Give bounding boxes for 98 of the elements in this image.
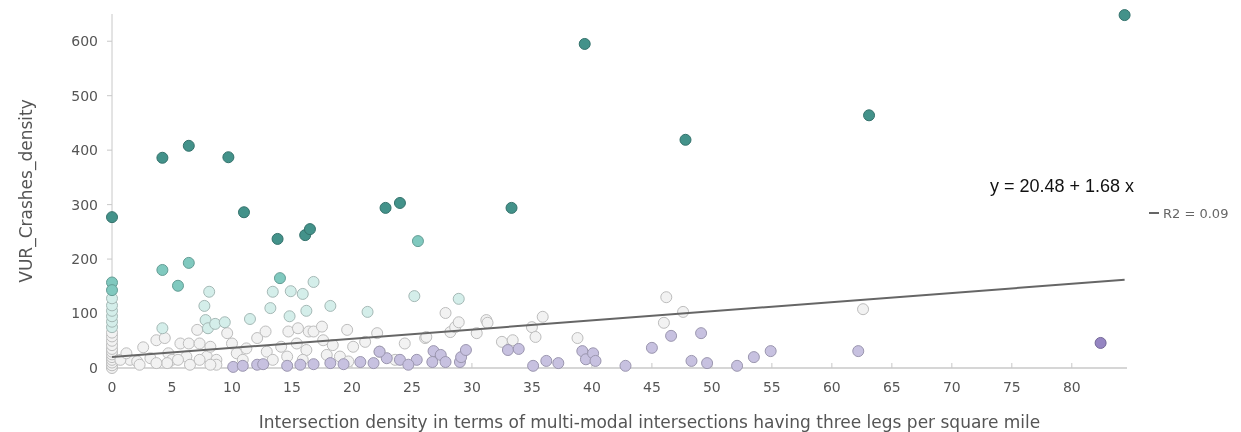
point (619, 359, 632, 372)
y-tick-label: 200 (71, 250, 98, 267)
point (459, 344, 472, 357)
point (283, 310, 296, 323)
point (300, 304, 313, 317)
x-tick-label: 15 (283, 379, 301, 395)
point (182, 256, 195, 269)
y-tick-label: 0 (89, 359, 98, 376)
x-tick-label: 70 (942, 379, 961, 395)
point (337, 358, 350, 371)
point (243, 312, 256, 325)
point (665, 329, 678, 342)
annotation: y = 20.48 + 1.68 x (990, 176, 1135, 196)
y-tick-label: 300 (71, 196, 98, 213)
point (852, 345, 865, 358)
point (695, 327, 708, 340)
point (764, 345, 777, 358)
point (408, 290, 421, 303)
point (361, 305, 374, 318)
point (307, 358, 320, 371)
point (501, 344, 514, 357)
point (685, 354, 698, 367)
point (527, 359, 540, 372)
x-tick-label: 80 (1062, 379, 1081, 395)
point (645, 341, 658, 354)
point (589, 354, 602, 367)
point (171, 279, 184, 292)
y-tick-label: 100 (71, 305, 98, 322)
x-tick-label: 25 (403, 379, 421, 395)
x-axis-title: Intersection density in terms of multi-modal intersections having three legs per square mile (258, 412, 1041, 432)
x-tick-label: 0 (107, 379, 117, 395)
y-tick-label: 600 (71, 33, 98, 50)
point (578, 37, 591, 50)
point (410, 353, 423, 366)
point (303, 223, 316, 236)
point (731, 359, 744, 372)
x-tick-label: 35 (523, 379, 541, 395)
point (452, 292, 465, 305)
point (324, 357, 337, 370)
point (679, 133, 692, 146)
point (236, 359, 249, 372)
point (1094, 336, 1107, 349)
point (203, 285, 216, 298)
point (747, 351, 760, 364)
point (156, 151, 169, 164)
x-tick-label: 5 (167, 379, 177, 395)
point (237, 206, 250, 219)
point (182, 139, 195, 152)
point (512, 342, 525, 355)
y-tick-label: 500 (71, 87, 98, 104)
legend-label: R2 = 0.09 (1163, 205, 1229, 221)
point (156, 263, 169, 276)
point (271, 232, 284, 245)
x-tick-label: 50 (702, 379, 721, 395)
x-tick-label: 45 (642, 379, 661, 395)
point (281, 359, 294, 372)
point (218, 316, 231, 329)
point (264, 302, 277, 315)
point (402, 358, 415, 371)
point (552, 357, 565, 370)
y-axis-title: VUR_Crashes_density (16, 99, 37, 283)
point (701, 357, 714, 370)
point (266, 285, 279, 298)
point (284, 285, 297, 298)
point (354, 356, 367, 369)
point (324, 299, 337, 312)
point (380, 352, 393, 365)
point (257, 358, 270, 371)
point (156, 322, 169, 335)
point (294, 358, 307, 371)
point (198, 299, 211, 312)
y-tick-label: 400 (71, 142, 98, 159)
point (106, 284, 118, 297)
point (296, 287, 309, 300)
point (222, 151, 235, 164)
x-tick-label: 30 (463, 379, 481, 395)
point (505, 201, 518, 214)
point (863, 109, 876, 122)
point (540, 354, 553, 367)
x-tick-label: 20 (343, 379, 361, 395)
x-tick-label: 55 (762, 379, 781, 395)
point (426, 356, 439, 369)
point (439, 356, 452, 369)
x-tick-label: 65 (882, 379, 901, 395)
point (209, 317, 222, 330)
point (411, 235, 424, 248)
point (106, 211, 118, 224)
point (273, 272, 286, 285)
x-tick-label: 60 (822, 379, 841, 395)
point (393, 196, 406, 209)
point (379, 201, 392, 214)
x-tick-label: 40 (582, 379, 601, 395)
x-tick-label: 75 (1002, 379, 1021, 395)
point (393, 353, 406, 366)
point (1118, 9, 1131, 22)
x-tick-label: 10 (223, 379, 241, 395)
point (307, 275, 320, 288)
point (367, 357, 380, 370)
